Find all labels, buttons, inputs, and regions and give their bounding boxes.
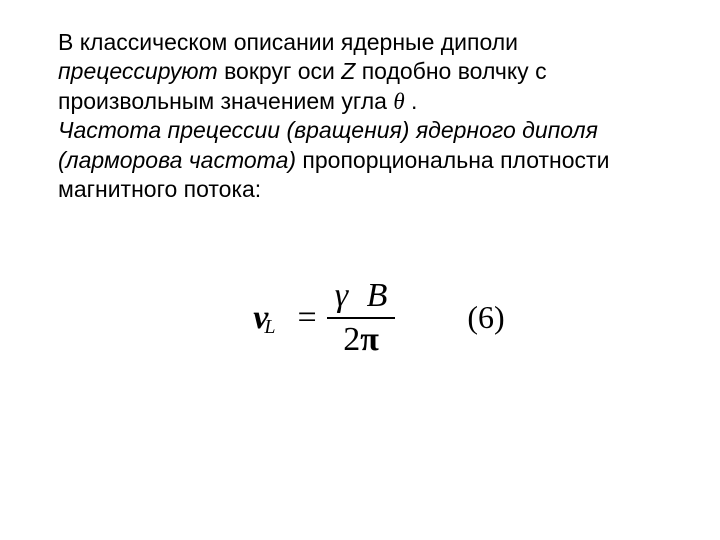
pi-symbol: π (360, 321, 379, 358)
line1: В классическом описании ядерные диполи (58, 29, 518, 55)
denominator: 2π (335, 319, 387, 359)
line2d: подобно волчку с (355, 58, 546, 84)
subscript-L: L (264, 316, 275, 339)
paragraph: В классическом описании ядерные диполи п… (58, 28, 700, 205)
equation-block: ν L = γ B 2π (6) (58, 277, 700, 359)
equals-sign: = (298, 299, 317, 337)
gamma-symbol: γ (335, 277, 348, 314)
line5b: пропорциональна плотности (296, 147, 609, 173)
line4-italic: Частота прецессии (вращения) ядерного ди… (58, 117, 598, 143)
line3b: . (405, 88, 418, 114)
b-variable: B (367, 277, 388, 314)
line3a: произвольным значением угла (58, 88, 393, 114)
line6: магнитного потока: (58, 176, 261, 202)
line5-italic: (ларморова частота) (58, 147, 296, 173)
equation: ν L = γ B 2π (253, 277, 395, 359)
line2-italic: прецессируют (58, 58, 218, 84)
numerator: γ B (327, 277, 396, 317)
line2-z: Z (341, 58, 355, 84)
fraction: γ B 2π (327, 277, 396, 359)
theta-symbol: θ (393, 89, 404, 114)
two: 2 (343, 321, 360, 358)
line2b: вокруг оси (218, 58, 342, 84)
equation-number: (6) (467, 299, 504, 336)
